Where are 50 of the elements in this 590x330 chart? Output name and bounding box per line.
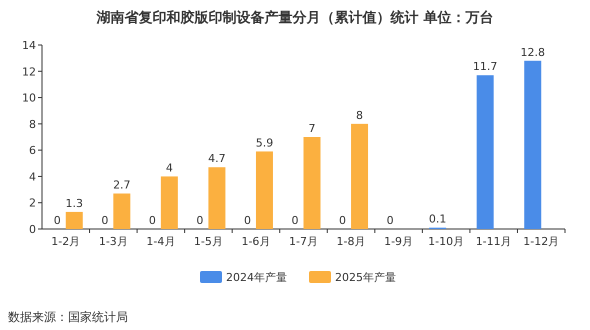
data-label: 0: [101, 214, 108, 227]
data-label: 0: [386, 214, 394, 227]
x-tick-label: 1-2月: [51, 235, 80, 248]
y-tick-label: 6: [29, 144, 36, 158]
bar: [66, 212, 83, 229]
x-tick-label: 1-7月: [289, 235, 318, 248]
bar: [256, 151, 273, 229]
y-tick-label: 14: [22, 39, 36, 52]
bar: [113, 194, 130, 229]
data-label: 0: [54, 214, 61, 227]
legend-label: 2024年产量: [226, 271, 287, 284]
legend-label: 2025年产量: [335, 271, 396, 284]
y-tick-label: 8: [29, 118, 36, 131]
x-tick-label: 1-5月: [194, 235, 223, 248]
y-tick-label: 10: [22, 92, 36, 105]
data-label: 0: [148, 214, 156, 227]
y-tick-label: 0: [29, 223, 36, 236]
x-tick-label: 1-8月: [336, 235, 366, 248]
y-tick-label: 12: [22, 65, 36, 78]
data-label: 1.3: [66, 196, 84, 210]
x-tick-label: 1-4月: [146, 235, 176, 248]
bar: [476, 75, 494, 229]
x-tick-label: 1-9月: [384, 235, 414, 248]
bar: [351, 124, 368, 229]
bar: [208, 167, 226, 229]
data-label: 4.7: [208, 152, 226, 166]
data-label: 0: [339, 214, 346, 227]
data-label: 4: [166, 161, 173, 174]
data-label: 0: [196, 214, 204, 227]
source-note: 数据来源：国家统计局: [8, 310, 128, 324]
x-tick-label: 1-6月: [241, 235, 270, 248]
bar: [160, 176, 178, 229]
data-label: 12.8: [520, 46, 545, 59]
data-label: 0: [244, 214, 251, 227]
data-label: 8: [356, 108, 364, 122]
x-tick-label: 1-11月: [476, 235, 512, 248]
chart-title: 湖南省复印和胶版印制设备产量分月（累计值）统计 单位：万台: [96, 9, 494, 26]
x-tick-label: 1-12月: [523, 235, 560, 248]
data-label: 7: [308, 122, 316, 135]
y-tick-label: 2: [29, 196, 36, 210]
y-tick-label: 4: [29, 170, 36, 184]
data-label: 11.7: [472, 60, 498, 74]
data-label: 5.9: [256, 136, 274, 150]
data-label: 0: [292, 214, 298, 227]
bar: [304, 137, 320, 229]
x-tick-label: 1-10月: [428, 235, 464, 248]
data-label: 0.1: [428, 212, 446, 226]
bar: [524, 60, 542, 229]
x-tick-label: 1-3月: [98, 235, 128, 248]
data-label: 2.7: [113, 178, 131, 192]
